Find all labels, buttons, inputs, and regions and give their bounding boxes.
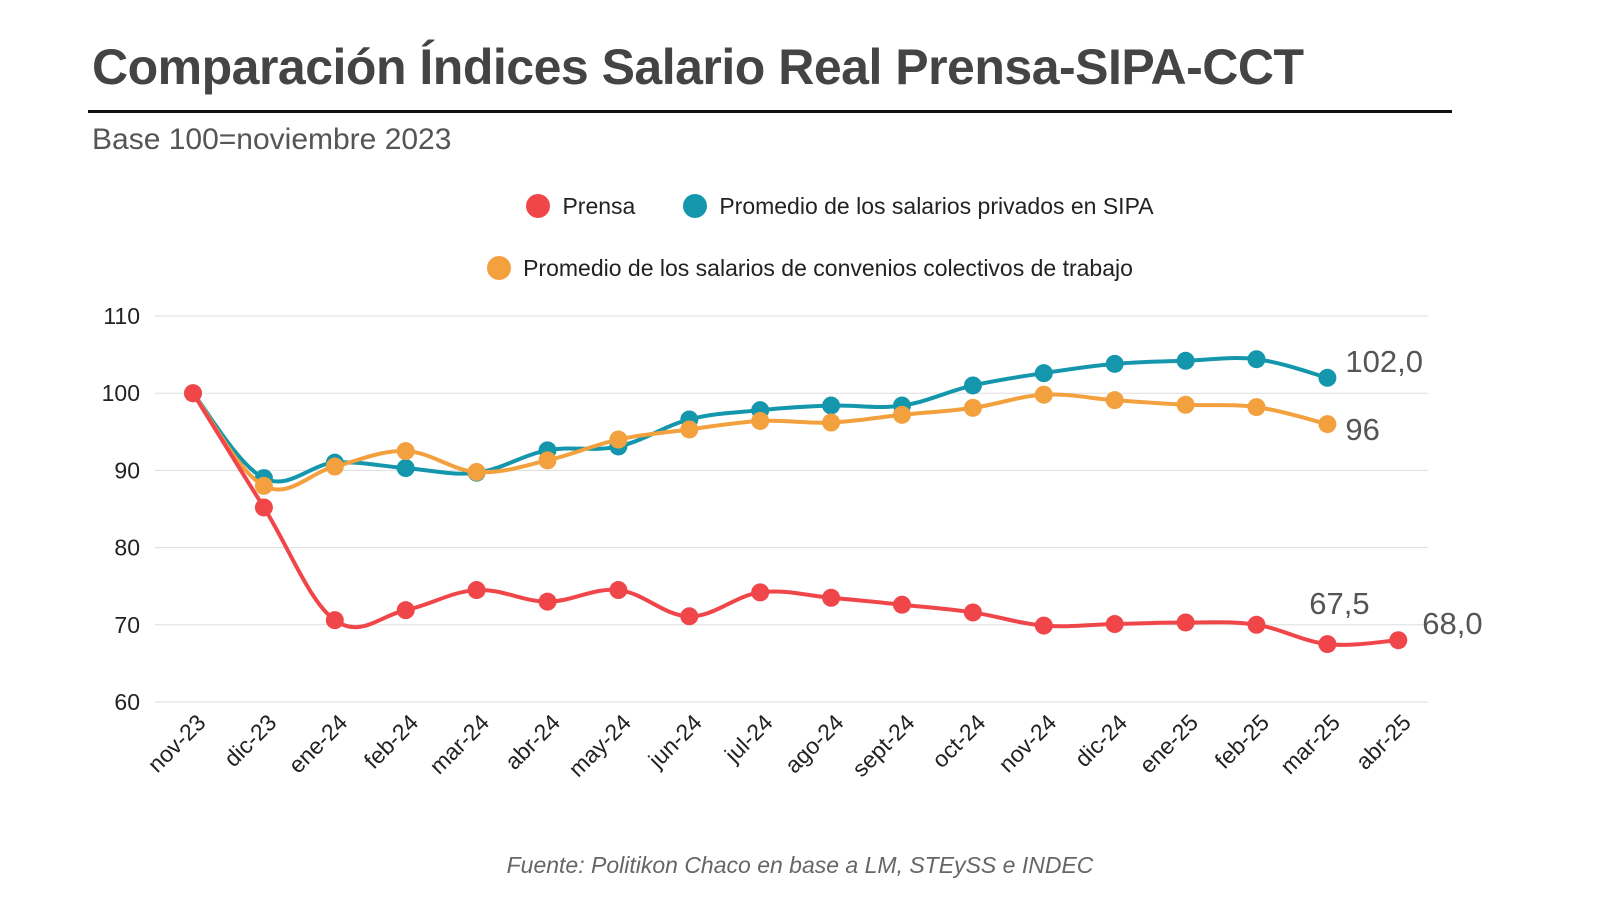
legend-item-prensa: Prensa: [526, 193, 635, 220]
x-tick-label-feb-24: feb-24: [359, 709, 424, 774]
legend-label-cct: Promedio de los salarios de convenios co…: [523, 254, 1133, 281]
series-line-prensa: [191, 391, 1401, 647]
chart-subtitle: Base 100=noviembre 2023: [92, 123, 452, 156]
legend-label-sipa: Promedio de los salarios privados en SIP…: [719, 192, 1154, 219]
data-label-cct-mar-25: 96: [1345, 412, 1379, 447]
x-tick-label-nov-24: nov-24: [993, 709, 1061, 777]
data-point-cct-abr-24: [538, 451, 557, 470]
data-point-cct-feb-24: [396, 442, 415, 461]
y-tick-label-90: 90: [114, 457, 140, 483]
x-tick-label-ene-25: ene-25: [1134, 709, 1203, 778]
data-point-sipa-oct-24: [963, 376, 982, 395]
x-tick-label-dic-23: dic-23: [219, 709, 282, 772]
data-point-sipa-dic-24: [1105, 354, 1124, 373]
data-point-prensa-sept-24: [893, 595, 911, 614]
data-point-prensa-oct-24: [963, 603, 982, 622]
data-point-prensa-jul-24: [751, 583, 770, 602]
data-point-prensa-may-24: [609, 581, 628, 600]
data-point-sipa-ene-25: [1176, 351, 1195, 370]
data-point-prensa-feb-25: [1247, 615, 1266, 634]
data-point-prensa-dic-23: [254, 498, 273, 517]
chart-title: Comparación Índices Salario Real Prensa-…: [92, 39, 1304, 95]
data-point-cct-jul-24: [751, 411, 770, 430]
data-point-sipa-nov-24: [1034, 364, 1053, 383]
data-point-cct-ago-24: [822, 413, 841, 432]
x-tick-label-sept-24: sept-24: [847, 709, 920, 782]
data-point-cct-ene-25: [1176, 395, 1195, 414]
title-divider: [88, 110, 1452, 113]
y-tick-label-80: 80: [114, 535, 140, 561]
data-point-cct-may-24: [609, 430, 628, 449]
data-point-cct-dic-24: [1105, 391, 1124, 410]
y-tick-label-100: 100: [102, 380, 140, 406]
x-tick-label-abr-25: abr-25: [1350, 709, 1415, 774]
data-point-prensa-mar-25: [1318, 635, 1337, 654]
data-point-cct-sept-24: [893, 405, 911, 424]
x-tick-label-abr-24: abr-24: [500, 709, 566, 775]
legend-item-sipa: Promedio de los salarios privados en SIP…: [683, 192, 1154, 220]
data-point-cct-nov-24: [1034, 385, 1053, 404]
x-tick-label-mar-24: mar-24: [424, 709, 494, 779]
data-point-prensa-abr-25: [1389, 631, 1408, 650]
data-point-sipa-feb-25: [1247, 350, 1266, 369]
data-point-cct-dic-23: [254, 476, 273, 495]
data-point-sipa-mar-25: [1318, 368, 1337, 387]
data-point-prensa-jun-24: [680, 607, 699, 626]
data-label-sipa-mar-25: 102,0: [1345, 344, 1423, 379]
data-point-sipa-ago-24: [822, 396, 841, 415]
x-tick-label-may-24: may-24: [563, 709, 636, 782]
y-tick-label-70: 70: [114, 612, 140, 638]
legend-row-1: Prensa Promedio de los salarios privados…: [0, 186, 1600, 226]
x-tick-label-ene-24: ene-24: [283, 709, 352, 778]
data-point-prensa-mar-24: [467, 581, 486, 600]
data-point-cct-mar-25: [1318, 415, 1337, 434]
legend: Prensa Promedio de los salarios privados…: [0, 186, 1600, 310]
legend-item-cct: Promedio de los salarios de convenios co…: [487, 255, 1133, 282]
data-point-cct-ene-24: [325, 457, 344, 476]
data-label-prensa-abr-25: 68,0: [1422, 606, 1482, 641]
data-point-cct-jun-24: [680, 420, 699, 439]
legend-row-2: Promedio de los salarios de convenios co…: [0, 248, 1600, 288]
data-point-sipa-feb-24: [396, 459, 415, 478]
x-tick-label-dic-24: dic-24: [1070, 709, 1133, 772]
legend-swatch-prensa: [526, 194, 551, 218]
data-point-prensa-abr-24: [538, 592, 557, 611]
x-tick-label-feb-25: feb-25: [1210, 709, 1275, 774]
x-tick-label-mar-25: mar-25: [1275, 709, 1345, 779]
source-note: Fuente: Politikon Chaco en base a LM, ST…: [506, 852, 1094, 878]
y-tick-label-110: 110: [103, 303, 140, 329]
data-point-prensa-ene-25: [1176, 613, 1195, 632]
data-point-prensa-ene-24: [325, 611, 344, 630]
data-point-prensa-nov-24: [1034, 616, 1053, 635]
legend-swatch-sipa: [683, 194, 708, 218]
data-point-prensa-ago-24: [822, 588, 841, 607]
legend-swatch-cct: [487, 256, 512, 280]
data-point-cct-oct-24: [963, 398, 982, 417]
y-tick-label-60: 60: [114, 689, 140, 715]
legend-label-prensa: Prensa: [562, 192, 636, 219]
data-label-prensa-mar-25: 67,5: [1309, 586, 1369, 621]
x-tick-label-jun-24: jun-24: [643, 709, 707, 773]
data-point-cct-mar-24: [467, 462, 486, 481]
data-point-prensa-feb-24: [396, 601, 415, 620]
data-point-cct-feb-25: [1247, 398, 1266, 417]
x-tick-label-nov-23: nov-23: [142, 709, 210, 777]
x-tick-label-oct-24: oct-24: [927, 709, 991, 773]
data-point-prensa-dic-24: [1105, 615, 1124, 634]
x-tick-label-ago-24: ago-24: [780, 709, 849, 778]
data-point-prensa-nov-23: [184, 384, 202, 403]
x-tick-label-jul-24: jul-24: [719, 709, 778, 768]
